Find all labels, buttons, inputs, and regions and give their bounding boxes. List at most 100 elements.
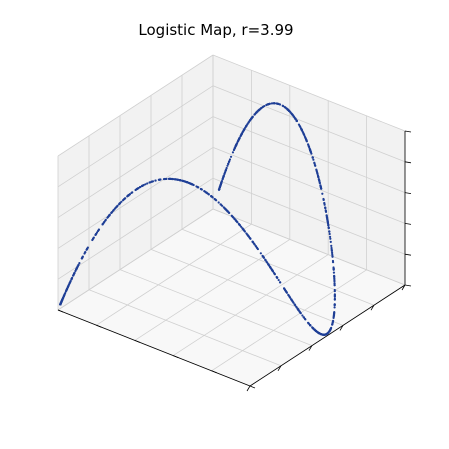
- data-point: [222, 175, 225, 178]
- data-point: [253, 113, 256, 116]
- data-point: [328, 329, 332, 332]
- data-point: [252, 241, 255, 244]
- data-point: [64, 290, 67, 293]
- data-point: [95, 231, 99, 234]
- data-points: [59, 102, 336, 336]
- data-point: [279, 281, 282, 284]
- data-point: [245, 125, 248, 128]
- data-point: [262, 256, 265, 259]
- y-tick-2: [134, 340, 140, 343]
- data-point: [329, 237, 332, 240]
- data-point: [319, 186, 323, 189]
- data-point: [84, 251, 87, 254]
- data-point: [301, 314, 304, 317]
- data-point: [333, 294, 336, 298]
- grid-floor-x-4: [88, 289, 282, 367]
- data-point: [242, 128, 246, 131]
- data-point: [213, 197, 216, 201]
- grid-left-z-3: [57, 116, 214, 218]
- data-point: [238, 136, 241, 140]
- data-point: [113, 207, 116, 210]
- data-point: [283, 287, 286, 290]
- data-point: [238, 223, 241, 226]
- data-point: [110, 210, 114, 214]
- data-point: [314, 164, 317, 167]
- pane-left: [58, 55, 213, 310]
- data-point: [60, 301, 63, 304]
- data-point: [77, 263, 80, 266]
- data-point: [240, 225, 243, 228]
- grid-left-z-1: [57, 177, 214, 280]
- data-point: [179, 179, 182, 182]
- data-point: [333, 297, 336, 300]
- data-point: [309, 324, 312, 327]
- grid-left-z-4: [57, 85, 214, 188]
- data-point: [69, 281, 72, 284]
- x-tick-3: [308, 345, 313, 351]
- data-point: [127, 194, 130, 197]
- data-point: [302, 133, 306, 136]
- data-point: [232, 148, 236, 152]
- data-point: [333, 282, 336, 285]
- y-tick-1: [96, 324, 102, 328]
- data-point: [263, 105, 266, 108]
- data-point: [304, 318, 307, 321]
- data-point: [299, 127, 303, 130]
- data-point: [295, 119, 298, 122]
- data-point: [227, 160, 231, 164]
- data-point: [154, 179, 157, 182]
- grid-left-z-0: [57, 208, 214, 311]
- data-point: [66, 286, 69, 289]
- z-tick-2: [404, 223, 412, 225]
- data-point: [215, 199, 218, 202]
- data-point: [325, 333, 328, 336]
- z-tick-0: [404, 284, 412, 287]
- data-point: [333, 284, 336, 287]
- data-point: [200, 188, 203, 191]
- data-point: [67, 284, 70, 287]
- data-point: [148, 181, 152, 184]
- data-point: [115, 205, 118, 208]
- data-point: [207, 193, 210, 196]
- y-axis-line: [249, 284, 406, 387]
- data-point: [310, 152, 313, 155]
- data-point: [273, 102, 276, 105]
- data-point: [75, 267, 78, 270]
- data-point: [333, 306, 336, 309]
- data-point: [206, 192, 209, 195]
- data-point: [287, 109, 290, 112]
- data-point: [316, 172, 319, 175]
- data-point: [289, 296, 292, 299]
- axis-lines: [57, 131, 406, 387]
- data-point: [190, 182, 193, 186]
- data-point: [97, 228, 100, 231]
- data-point: [228, 158, 232, 161]
- data-point: [333, 290, 336, 293]
- data-point: [299, 311, 302, 315]
- data-point: [297, 308, 300, 311]
- data-point: [210, 195, 213, 198]
- data-point: [220, 181, 223, 184]
- data-point: [317, 175, 320, 178]
- data-point: [305, 138, 308, 142]
- y-tick-3: [173, 355, 179, 358]
- data-point: [218, 187, 221, 191]
- data-point: [331, 259, 335, 263]
- y-tick-5: [249, 385, 256, 389]
- data-point: [324, 209, 327, 213]
- data-point: [289, 111, 292, 114]
- y-tick-0: [57, 309, 64, 313]
- data-point: [323, 201, 326, 205]
- data-point: [330, 244, 333, 247]
- data-point: [294, 117, 297, 121]
- data-point: [221, 177, 224, 180]
- data-point: [302, 316, 306, 319]
- data-point: [233, 147, 236, 150]
- x-axis-line: [57, 309, 251, 387]
- data-point: [277, 278, 280, 282]
- axis-ticks: [57, 130, 412, 392]
- data-point: [307, 144, 310, 147]
- data-point: [326, 219, 329, 223]
- data-point: [63, 294, 66, 297]
